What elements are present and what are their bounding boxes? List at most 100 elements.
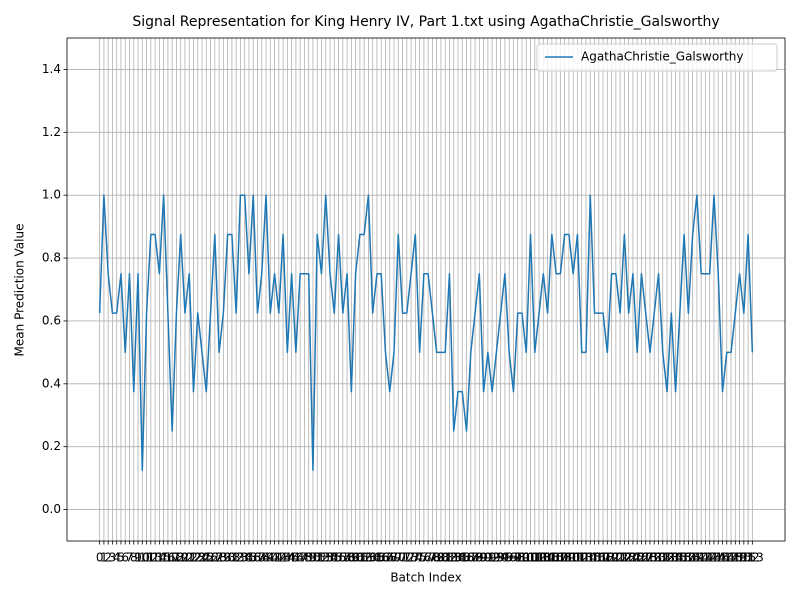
x-tick-label: 97 — [506, 551, 521, 565]
x-tick-label: 82 — [442, 551, 457, 565]
x-tick-label: 12 — [143, 551, 158, 565]
x-tick-label: 2 — [104, 551, 112, 565]
x-tick-label: 147 — [715, 551, 738, 565]
x-tick-label: 119 — [596, 551, 619, 565]
x-tick-label: 66 — [374, 551, 389, 565]
x-tick-label: 39 — [258, 551, 273, 565]
x-tick-label: 49 — [301, 551, 316, 565]
x-tick-label: 127 — [630, 551, 653, 565]
x-tick-label: 58 — [339, 551, 354, 565]
x-tick-label: 113 — [570, 551, 593, 565]
x-tick-label: 110 — [557, 551, 580, 565]
y-tick-label: 1.2 — [42, 125, 61, 139]
x-tick-label: 13 — [147, 551, 162, 565]
x-tick-label: 145 — [707, 551, 730, 565]
x-tick-label: 69 — [386, 551, 401, 565]
x-tick-label: 70 — [391, 551, 406, 565]
x-tick-label: 99 — [514, 551, 529, 565]
x-tick-label: 141 — [690, 551, 713, 565]
x-axis-label: Batch Index — [390, 571, 461, 585]
x-tick-label: 1 — [100, 551, 108, 565]
x-tick-label: 76 — [416, 551, 431, 565]
x-tick-label: 149 — [724, 551, 747, 565]
x-tick-label: 38 — [254, 551, 269, 565]
y-tick-label: 0.6 — [42, 313, 61, 327]
x-tick-label: 77 — [420, 551, 435, 565]
x-tick-label: 133 — [656, 551, 679, 565]
x-tick-label: 90 — [476, 551, 491, 565]
x-tick-label: 21 — [182, 551, 197, 565]
x-tick-label: 146 — [711, 551, 734, 565]
x-tick-label: 75 — [412, 551, 427, 565]
x-tick-label: 63 — [361, 551, 376, 565]
x-tick-label: 116 — [583, 551, 606, 565]
x-tick-label: 94 — [493, 551, 508, 565]
x-tick-label: 5 — [117, 551, 125, 565]
x-tick-label: 33 — [233, 551, 248, 565]
x-tick-label: 45 — [284, 551, 299, 565]
x-tick-label: 37 — [250, 551, 265, 565]
x-tick-label: 44 — [280, 551, 295, 565]
x-tick-label: 126 — [626, 551, 649, 565]
x-tick-label: 32 — [229, 551, 244, 565]
y-tick-label: 1.4 — [42, 62, 61, 76]
x-tick-label: 140 — [685, 551, 708, 565]
x-tick-label: 118 — [592, 551, 615, 565]
x-tick-label: 115 — [579, 551, 602, 565]
x-tick-label: 19 — [173, 551, 188, 565]
x-tick-label: 48 — [297, 551, 312, 565]
x-tick-label: 56 — [331, 551, 346, 565]
x-tick-label: 143 — [698, 551, 721, 565]
x-tick-label: 40 — [263, 551, 278, 565]
x-tick-label: 100 — [515, 551, 538, 565]
x-tick-label: 151 — [732, 551, 755, 565]
x-tick-label: 125 — [621, 551, 644, 565]
x-tick-label: 93 — [489, 551, 504, 565]
legend-box — [536, 43, 778, 72]
x-tick-label: 128 — [634, 551, 657, 565]
x-tick-label: 139 — [681, 551, 704, 565]
x-tick-label: 124 — [617, 551, 640, 565]
y-tick-label: 0.2 — [42, 439, 61, 453]
x-tick-label: 50 — [305, 551, 320, 565]
x-tick-label: 86 — [459, 551, 474, 565]
x-tick-label: 79 — [429, 551, 444, 565]
x-tick-label: 114 — [575, 551, 598, 565]
x-tick-label: 41 — [267, 551, 282, 565]
x-tick-label: 102 — [523, 551, 546, 565]
x-tick-label: 74 — [408, 551, 423, 565]
x-tick-label: 122 — [609, 551, 632, 565]
x-tick-label: 98 — [510, 551, 525, 565]
x-tick-label: 16 — [160, 551, 175, 565]
x-tick-label: 53 — [318, 551, 333, 565]
x-tick-label: 35 — [241, 551, 256, 565]
x-tick-label: 150 — [728, 551, 751, 565]
x-tick-label: 27 — [207, 551, 222, 565]
x-tick-label: 64 — [365, 551, 380, 565]
x-tick-label: 31 — [224, 551, 239, 565]
x-tick-label: 132 — [651, 551, 674, 565]
x-tick-label: 144 — [703, 551, 726, 565]
x-tick-label: 11 — [139, 551, 154, 565]
x-tick-label: 59 — [344, 551, 359, 565]
x-tick-label: 138 — [677, 551, 700, 565]
x-tick-label: 84 — [450, 551, 465, 565]
x-tick-label: 72 — [399, 551, 414, 565]
x-tick-label: 20 — [177, 551, 192, 565]
x-tick-label: 117 — [587, 551, 610, 565]
x-tick-label: 68 — [382, 551, 397, 565]
y-tick-label: 1.0 — [42, 188, 61, 202]
x-tick-label: 103 — [528, 551, 551, 565]
x-tick-label: 26 — [203, 551, 218, 565]
x-tick-label: 136 — [668, 551, 691, 565]
x-tick-label: 142 — [694, 551, 717, 565]
x-tick-label: 109 — [553, 551, 576, 565]
x-tick-label: 34 — [237, 551, 252, 565]
x-tick-label: 61 — [352, 551, 367, 565]
x-tick-label: 4 — [113, 551, 121, 565]
data-line — [98, 194, 754, 472]
x-tick-label: 81 — [438, 551, 453, 565]
x-tick-label: 152 — [737, 551, 760, 565]
x-tick-label: 134 — [660, 551, 683, 565]
